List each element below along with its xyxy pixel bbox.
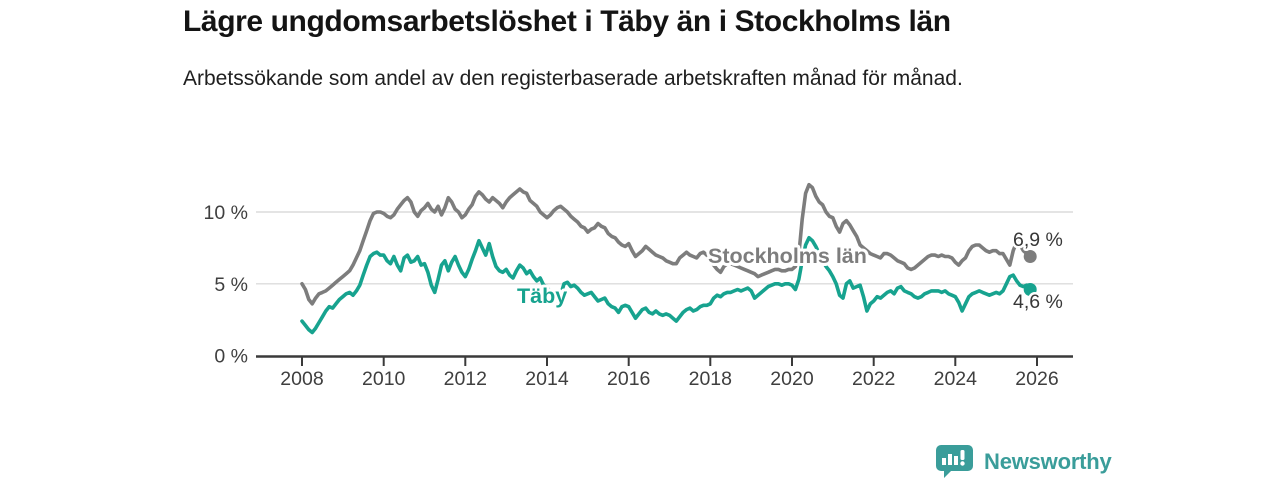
series-line-taby (300, 236, 1032, 335)
y-tick-label: 10 % (204, 202, 248, 224)
chart-plot-area: 2008 2010 2012 2014 2016 2018 2020 2022 2024 2026… (204, 182, 1073, 390)
x-tick-label: 2010 (362, 368, 406, 390)
series-label-taby: Täby (517, 284, 567, 308)
brand-name: Newsworthy (984, 448, 1112, 474)
page-title: Lägre ungdomsarbetslöshet i Täby än i St… (183, 5, 951, 38)
series-label-stockholm: Stockholms län (708, 244, 867, 268)
x-tick-label: 2020 (770, 368, 814, 390)
x-tick-label: 2024 (934, 368, 978, 390)
x-tick-label: 2014 (525, 368, 569, 390)
bar-chart-glyph (942, 450, 965, 466)
exclamation-dot (960, 461, 965, 466)
end-value-label-taby: 4,6 % (1013, 291, 1063, 313)
series-line-stockholm (300, 182, 1032, 306)
x-tick-label: 2018 (689, 368, 732, 390)
series-end-dot-taby (1023, 283, 1037, 296)
y-tick-label: 5 % (214, 274, 248, 296)
y-tick-label: 0 % (214, 346, 248, 368)
end-value-label-stockholm: 6,9 % (1013, 229, 1063, 251)
x-tick-label: 2016 (607, 368, 650, 390)
chart-subtitle: Arbetssökande som andel av den registerb… (183, 67, 963, 90)
brand-footer: Newsworthy (934, 444, 1112, 479)
newsworthy-logo-icon (936, 445, 973, 478)
x-tick-label: 2022 (852, 368, 895, 390)
x-tick-label: 2026 (1015, 368, 1058, 390)
series-end-dot-stockholm (1023, 250, 1037, 263)
x-tick-label: 2008 (280, 368, 323, 390)
x-tick-label: 2012 (444, 368, 487, 390)
